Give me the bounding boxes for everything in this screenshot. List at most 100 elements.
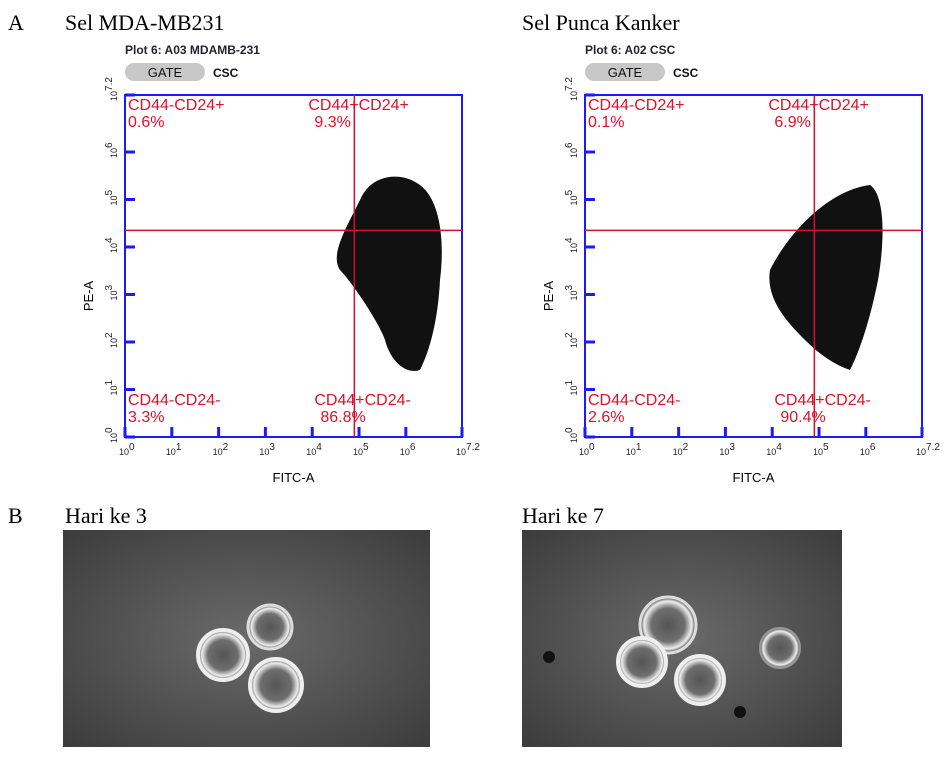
tick-base: 10 (569, 338, 579, 348)
tick-base: 10 (109, 148, 119, 158)
y-tick-label: 107.2 (564, 77, 579, 101)
x-tick-label: 104 (306, 442, 322, 457)
y-tick-label: 106 (564, 142, 579, 158)
y-tick-label: 105 (104, 189, 119, 205)
y-tick-label: 101 (564, 379, 579, 395)
tick-exponent: 6 (870, 442, 876, 453)
plot-heading: Sel Punca Kanker (522, 10, 680, 35)
x-tick-label: 102 (673, 442, 689, 457)
quadrant-name: CD44+CD24- (774, 392, 870, 409)
y-tick-label: 105 (564, 189, 579, 205)
x-tick-label: 101 (166, 442, 182, 457)
tick-base: 10 (213, 447, 223, 457)
tick-base: 10 (353, 447, 363, 457)
quadrant-percent: 9.3% (314, 114, 350, 131)
quadrant-percent: 0.6% (128, 114, 164, 131)
gate-button-label: GATE (608, 65, 643, 80)
y-tick-label: 102 (104, 332, 119, 348)
tick-exponent: 6 (410, 442, 416, 453)
tick-exponent: 5 (363, 442, 369, 453)
tick-base: 10 (109, 243, 119, 253)
tick-exponent: 0 (104, 427, 115, 433)
tick-base: 10 (916, 447, 926, 457)
tick-exponent: 4 (316, 442, 322, 453)
y-tick-label: 103 (104, 284, 119, 300)
plot-title: Plot 6: A03 MDAMB-231 (125, 43, 260, 57)
tick-base: 10 (569, 433, 579, 443)
y-tick-label: 100 (104, 427, 119, 443)
gate-name: CSC (673, 66, 699, 80)
y-tick-label: 102 (564, 332, 579, 348)
plot-frame (124, 94, 463, 438)
quadrant-percent: 6.9% (774, 114, 810, 131)
x-tick-label: 106 (400, 442, 416, 457)
panel-label: B (8, 503, 23, 528)
quadrant-name: CD44-CD24+ (128, 97, 224, 114)
tick-base: 10 (109, 290, 119, 300)
tick-base: 10 (569, 290, 579, 300)
tick-exponent: 2 (683, 442, 689, 453)
tick-exponent: 3 (104, 284, 115, 290)
x-axis-label: FITC-A (733, 470, 775, 485)
y-tick-label: 106 (104, 142, 119, 158)
tick-exponent: 5 (564, 189, 575, 195)
quadrant-name: CD44-CD24- (128, 392, 220, 409)
tick-base: 10 (860, 447, 870, 457)
micrograph (63, 530, 430, 747)
tick-exponent: 5 (104, 189, 115, 195)
tick-exponent: 6 (564, 142, 575, 148)
tick-exponent: 1 (104, 379, 115, 385)
micrograph (522, 530, 842, 747)
gate-button[interactable] (125, 63, 205, 81)
tick-base: 10 (719, 447, 729, 457)
quadrant-name: CD44-CD24- (588, 392, 680, 409)
quadrant-name: CD44-CD24+ (588, 97, 684, 114)
tick-base: 10 (569, 385, 579, 395)
tick-base: 10 (306, 447, 316, 457)
x-tick-label: 103 (719, 442, 735, 457)
quadrant-percent: 0.1% (588, 114, 624, 131)
tick-exponent: 3 (564, 284, 575, 290)
tick-base: 10 (109, 195, 119, 205)
x-tick-label: 102 (213, 442, 229, 457)
tick-base: 10 (109, 91, 119, 101)
event-cloud (336, 176, 442, 371)
tick-exponent: 2 (223, 442, 229, 453)
tick-base: 10 (579, 447, 589, 457)
tick-base: 10 (109, 338, 119, 348)
quadrant-name: CD44+CD24+ (768, 97, 869, 114)
y-tick-label: 104 (104, 237, 119, 253)
tick-base: 10 (569, 148, 579, 158)
image-caption: Hari ke 3 (65, 503, 147, 528)
tick-base: 10 (569, 195, 579, 205)
tick-exponent: 4 (776, 442, 782, 453)
plot-heading: Sel MDA-MB231 (65, 10, 225, 35)
x-tick-label: 107.2 (456, 442, 480, 457)
gate-button[interactable] (585, 63, 665, 81)
tick-base: 10 (766, 447, 776, 457)
quadrant-name: CD44+CD24+ (308, 97, 409, 114)
tick-base: 10 (673, 447, 683, 457)
tick-exponent: 7.2 (564, 77, 575, 91)
tick-exponent: 2 (564, 332, 575, 338)
tick-exponent: 1 (636, 442, 642, 453)
x-tick-label: 105 (813, 442, 829, 457)
y-axis-label: PE-A (81, 281, 96, 312)
tick-base: 10 (119, 447, 129, 457)
tick-exponent: 0 (564, 427, 575, 433)
event-cloud (769, 185, 883, 370)
y-tick-label: 100 (564, 427, 579, 443)
quadrant-percent: 3.3% (128, 409, 164, 426)
quadrant-percent: 86.8% (320, 409, 365, 426)
y-tick-label: 101 (104, 379, 119, 395)
tick-exponent: 0 (129, 442, 135, 453)
x-tick-label: 100 (119, 442, 135, 457)
x-tick-label: 101 (626, 442, 642, 457)
tick-base: 10 (109, 433, 119, 443)
tick-base: 10 (166, 447, 176, 457)
tick-base: 10 (813, 447, 823, 457)
tick-base: 10 (259, 447, 269, 457)
tick-exponent: 3 (729, 442, 735, 453)
x-tick-label: 103 (259, 442, 275, 457)
